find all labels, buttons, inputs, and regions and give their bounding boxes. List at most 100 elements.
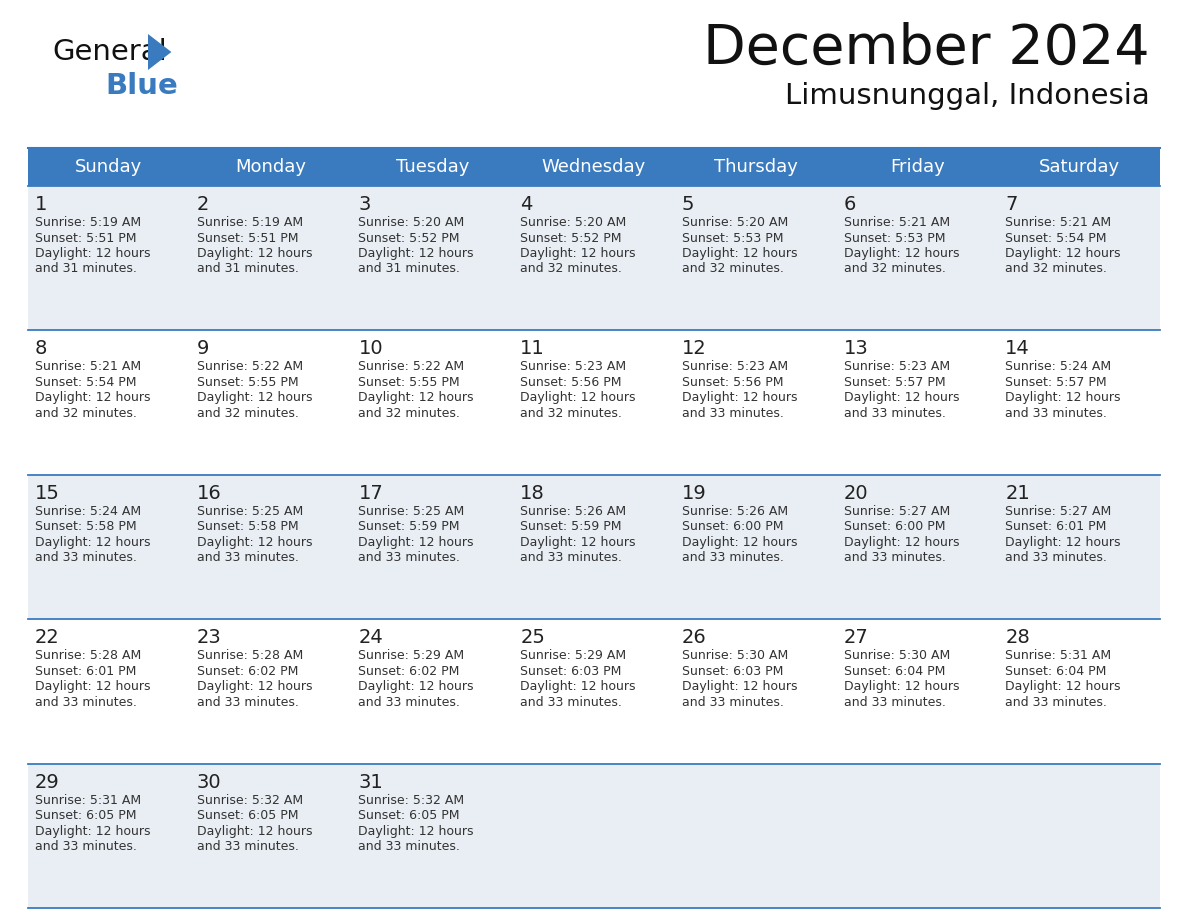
Text: Sunset: 6:01 PM: Sunset: 6:01 PM	[34, 665, 137, 677]
Bar	[29, 620, 1159, 764]
Text: Sunrise: 5:27 AM: Sunrise: 5:27 AM	[1005, 505, 1112, 518]
Text: Daylight: 12 hours: Daylight: 12 hours	[843, 247, 959, 260]
Text: 8: 8	[34, 340, 48, 358]
Text: 23: 23	[197, 628, 221, 647]
Text: Daylight: 12 hours: Daylight: 12 hours	[1005, 680, 1120, 693]
Text: and 33 minutes.: and 33 minutes.	[197, 840, 298, 853]
Text: and 31 minutes.: and 31 minutes.	[197, 263, 298, 275]
Text: Sunrise: 5:19 AM: Sunrise: 5:19 AM	[34, 216, 141, 229]
Text: Sunset: 5:52 PM: Sunset: 5:52 PM	[359, 231, 460, 244]
Text: and 33 minutes.: and 33 minutes.	[682, 696, 784, 709]
Text: Sunset: 5:58 PM: Sunset: 5:58 PM	[34, 521, 137, 533]
Text: Sunset: 6:02 PM: Sunset: 6:02 PM	[359, 665, 460, 677]
Text: Daylight: 12 hours: Daylight: 12 hours	[1005, 247, 1120, 260]
Text: 12: 12	[682, 340, 707, 358]
Text: Sunset: 5:57 PM: Sunset: 5:57 PM	[843, 375, 946, 389]
Text: 27: 27	[843, 628, 868, 647]
Text: Sunrise: 5:22 AM: Sunrise: 5:22 AM	[359, 361, 465, 374]
Text: and 32 minutes.: and 32 minutes.	[1005, 263, 1107, 275]
Text: Sunset: 5:51 PM: Sunset: 5:51 PM	[197, 231, 298, 244]
Text: and 32 minutes.: and 32 minutes.	[197, 407, 298, 420]
Text: Sunrise: 5:24 AM: Sunrise: 5:24 AM	[34, 505, 141, 518]
Text: Wednesday: Wednesday	[542, 158, 646, 176]
Text: Sunset: 5:53 PM: Sunset: 5:53 PM	[843, 231, 946, 244]
Text: and 31 minutes.: and 31 minutes.	[34, 263, 137, 275]
Text: Sunrise: 5:20 AM: Sunrise: 5:20 AM	[359, 216, 465, 229]
Text: Daylight: 12 hours: Daylight: 12 hours	[34, 536, 151, 549]
Text: Sunset: 6:05 PM: Sunset: 6:05 PM	[197, 809, 298, 823]
Text: Sunset: 6:02 PM: Sunset: 6:02 PM	[197, 665, 298, 677]
Text: Sunset: 5:53 PM: Sunset: 5:53 PM	[682, 231, 783, 244]
Text: Sunrise: 5:21 AM: Sunrise: 5:21 AM	[843, 216, 949, 229]
Text: 14: 14	[1005, 340, 1030, 358]
Text: Limusnunggal, Indonesia: Limusnunggal, Indonesia	[785, 82, 1150, 110]
Text: Sunrise: 5:29 AM: Sunrise: 5:29 AM	[520, 649, 626, 662]
Text: 19: 19	[682, 484, 707, 503]
Text: Sunrise: 5:28 AM: Sunrise: 5:28 AM	[34, 649, 141, 662]
Text: and 33 minutes.: and 33 minutes.	[359, 552, 460, 565]
Text: and 32 minutes.: and 32 minutes.	[843, 263, 946, 275]
Text: 28: 28	[1005, 628, 1030, 647]
Text: Daylight: 12 hours: Daylight: 12 hours	[359, 247, 474, 260]
Text: Sunrise: 5:32 AM: Sunrise: 5:32 AM	[359, 793, 465, 807]
Text: Sunrise: 5:24 AM: Sunrise: 5:24 AM	[1005, 361, 1112, 374]
Text: Sunrise: 5:30 AM: Sunrise: 5:30 AM	[843, 649, 950, 662]
Text: 9: 9	[197, 340, 209, 358]
Text: Daylight: 12 hours: Daylight: 12 hours	[843, 536, 959, 549]
Text: General: General	[52, 38, 166, 66]
Text: Sunday: Sunday	[75, 158, 143, 176]
Text: Daylight: 12 hours: Daylight: 12 hours	[197, 247, 312, 260]
Text: and 33 minutes.: and 33 minutes.	[843, 407, 946, 420]
Text: Daylight: 12 hours: Daylight: 12 hours	[682, 391, 797, 405]
Text: Daylight: 12 hours: Daylight: 12 hours	[359, 824, 474, 837]
Text: Daylight: 12 hours: Daylight: 12 hours	[34, 247, 151, 260]
Text: Sunrise: 5:21 AM: Sunrise: 5:21 AM	[34, 361, 141, 374]
Text: and 32 minutes.: and 32 minutes.	[520, 263, 623, 275]
Text: Sunset: 6:03 PM: Sunset: 6:03 PM	[682, 665, 783, 677]
Text: Sunrise: 5:30 AM: Sunrise: 5:30 AM	[682, 649, 788, 662]
Text: 18: 18	[520, 484, 545, 503]
Text: and 32 minutes.: and 32 minutes.	[682, 263, 784, 275]
Text: Daylight: 12 hours: Daylight: 12 hours	[682, 536, 797, 549]
Text: Sunset: 6:00 PM: Sunset: 6:00 PM	[682, 521, 783, 533]
Text: 10: 10	[359, 340, 383, 358]
Text: 6: 6	[843, 195, 855, 214]
Text: Daylight: 12 hours: Daylight: 12 hours	[1005, 536, 1120, 549]
Text: Sunrise: 5:23 AM: Sunrise: 5:23 AM	[682, 361, 788, 374]
Text: Sunset: 6:05 PM: Sunset: 6:05 PM	[34, 809, 137, 823]
Text: Daylight: 12 hours: Daylight: 12 hours	[197, 536, 312, 549]
Text: Sunrise: 5:28 AM: Sunrise: 5:28 AM	[197, 649, 303, 662]
Text: Sunrise: 5:22 AM: Sunrise: 5:22 AM	[197, 361, 303, 374]
Text: Sunset: 6:03 PM: Sunset: 6:03 PM	[520, 665, 621, 677]
Text: and 31 minutes.: and 31 minutes.	[359, 263, 460, 275]
Bar	[29, 330, 1159, 475]
Text: Daylight: 12 hours: Daylight: 12 hours	[359, 536, 474, 549]
Bar	[29, 475, 1159, 620]
Text: Daylight: 12 hours: Daylight: 12 hours	[34, 391, 151, 405]
Text: Daylight: 12 hours: Daylight: 12 hours	[1005, 391, 1120, 405]
Text: Daylight: 12 hours: Daylight: 12 hours	[520, 536, 636, 549]
Text: and 33 minutes.: and 33 minutes.	[843, 696, 946, 709]
Text: Thursday: Thursday	[714, 158, 797, 176]
Text: Daylight: 12 hours: Daylight: 12 hours	[34, 824, 151, 837]
Text: and 33 minutes.: and 33 minutes.	[359, 696, 460, 709]
Text: Daylight: 12 hours: Daylight: 12 hours	[197, 824, 312, 837]
Text: 26: 26	[682, 628, 707, 647]
Text: and 33 minutes.: and 33 minutes.	[1005, 696, 1107, 709]
Text: 7: 7	[1005, 195, 1018, 214]
Text: Sunrise: 5:25 AM: Sunrise: 5:25 AM	[197, 505, 303, 518]
Text: Tuesday: Tuesday	[396, 158, 469, 176]
Text: Friday: Friday	[890, 158, 944, 176]
Text: Sunrise: 5:23 AM: Sunrise: 5:23 AM	[843, 361, 949, 374]
Text: Sunset: 5:55 PM: Sunset: 5:55 PM	[197, 375, 298, 389]
Text: and 33 minutes.: and 33 minutes.	[682, 407, 784, 420]
Text: Daylight: 12 hours: Daylight: 12 hours	[682, 247, 797, 260]
Text: Daylight: 12 hours: Daylight: 12 hours	[843, 391, 959, 405]
Text: Daylight: 12 hours: Daylight: 12 hours	[197, 680, 312, 693]
Text: 24: 24	[359, 628, 384, 647]
Text: 25: 25	[520, 628, 545, 647]
Text: Daylight: 12 hours: Daylight: 12 hours	[520, 391, 636, 405]
Text: Sunrise: 5:21 AM: Sunrise: 5:21 AM	[1005, 216, 1112, 229]
Text: and 33 minutes.: and 33 minutes.	[520, 696, 623, 709]
Bar	[29, 764, 1159, 908]
